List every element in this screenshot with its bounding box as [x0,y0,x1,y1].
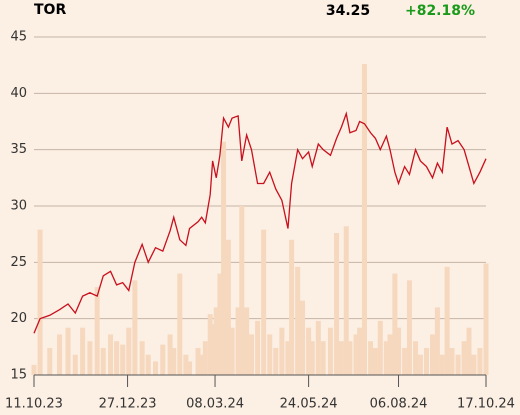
volume-bar [139,341,145,375]
y-tick-label: 40 [10,86,27,101]
volume-bar [31,364,37,375]
volume-bar [195,347,201,375]
volume-bar [343,226,349,375]
volume-bar [199,354,205,375]
y-tick-label: 45 [10,30,27,45]
volume-bar [235,307,241,375]
volume-bar [430,334,436,375]
symbol: TOR [34,2,66,18]
volume-bar [267,334,273,375]
volume-bar [300,300,306,375]
volume-bar [315,320,321,375]
x-tick-label: 08.03.24 [186,397,244,412]
volume-bar [72,354,78,375]
volume-bar [100,347,106,375]
volume-bar [434,307,440,375]
volume-bar [177,273,183,375]
volume-bar [187,361,193,375]
volume-bar [455,354,461,375]
volume-bar [47,347,53,375]
volume-bar [383,341,389,375]
volume-bar [295,266,301,375]
y-tick-label: 30 [10,199,27,214]
volume-bar [217,273,223,375]
volume-bar [406,280,412,375]
volume-bar [248,334,254,375]
last-price: 34.25 [326,3,370,19]
volume-bar [221,141,227,375]
volume-bar [413,341,419,375]
volume-bar [167,334,173,375]
price-line [33,111,487,334]
volume-bar [87,341,93,375]
volume-bar [285,341,291,375]
volume-bar [483,263,489,375]
volume-bar [120,344,126,375]
volume-bar [145,354,151,375]
volume-bar [449,347,455,375]
x-tick-label: 24.05.24 [280,397,338,412]
volume-bar [353,334,359,375]
volume-bar [37,229,43,375]
x-tick-label: 27.12.23 [99,397,157,412]
volume-bar [255,320,261,375]
y-tick-label: 35 [10,142,27,157]
volume-bar [273,347,279,375]
volume-bar [368,341,374,375]
volume-bar [461,341,467,375]
volume-bar [327,327,333,375]
volume-bar [126,327,132,375]
volume-bar [261,229,267,375]
volume-bar [309,341,315,375]
volume-bar [108,334,114,375]
volume-bar [160,344,166,375]
volume-bar [477,347,483,375]
volume-bar [244,307,250,375]
volume-bar [392,273,398,375]
volume-bar [80,327,86,375]
volume-bar [417,354,423,375]
volume-bar [279,327,285,375]
volume-bar [202,341,208,375]
x-tick-label: 17.10.24 [457,397,515,412]
volume-bar [377,320,383,375]
y-tick-label: 20 [10,311,27,326]
volume-bar [229,327,235,375]
volume-bar [423,347,429,375]
volume-bar [239,206,245,375]
volume-bar [357,327,363,375]
volume-bar [439,354,445,375]
x-tick-label: 11.10.23 [5,397,63,412]
volume-bar [338,341,344,375]
y-tick-label: 25 [10,255,27,270]
volume-bar [466,327,472,375]
volume-bar [225,239,231,375]
volume-bar [57,334,63,375]
volume-bar [334,233,340,375]
volume-bar [347,341,353,375]
volume-bar [402,347,408,375]
volume-bar [210,324,216,375]
y-tick-label: 15 [10,368,27,383]
volume-bar [396,327,402,375]
volume-bar [132,280,138,375]
volume-bar [320,341,326,375]
volume-bar [289,239,295,375]
volume-bar [114,341,120,375]
volume-bar [183,354,189,375]
volume-bar [94,287,100,375]
volume-bar [387,334,393,375]
volume-bar [306,327,312,375]
volume-bar [372,347,378,375]
volume-bar [444,266,450,375]
change: +82.18% [405,3,475,19]
volume-bar [471,354,477,375]
x-tick-label: 06.08.24 [370,397,428,412]
volume-bar [171,347,177,375]
volume-bar [153,361,159,375]
volume-bar [213,307,219,375]
volume-bar [65,327,71,375]
volume-bar [361,64,367,375]
